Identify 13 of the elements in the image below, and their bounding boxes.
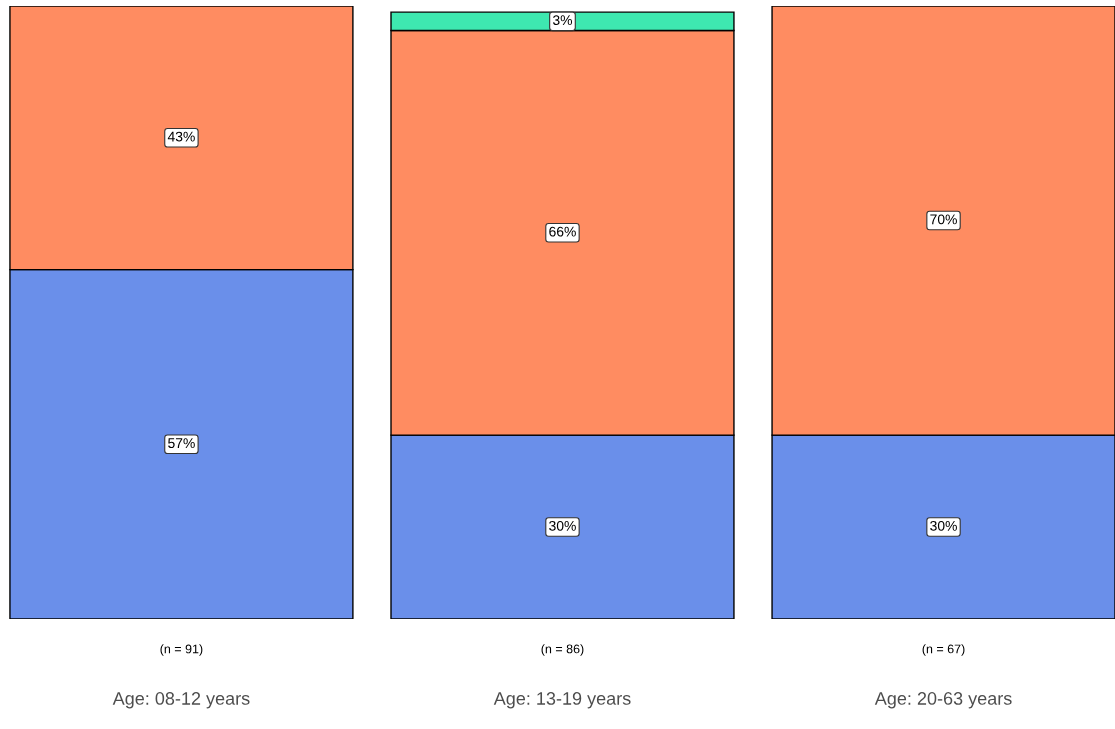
data-label: 70% — [930, 214, 957, 225]
text: (n = 91) — [160, 644, 203, 656]
data-label: 30% — [549, 520, 576, 531]
text: (n = 86) — [541, 644, 584, 656]
text: (n = 67) — [922, 644, 965, 656]
x-tick-label: Age: 13-19 years — [493, 692, 631, 709]
data-label: 30% — [930, 520, 957, 531]
x-tick-label: Age: 20-63 years — [874, 692, 1012, 709]
x-tick-label: Age: 08-12 years — [112, 692, 250, 709]
data-label: 3% — [552, 15, 573, 26]
data-label: 66% — [549, 226, 576, 237]
data-label: 43% — [167, 131, 195, 142]
data-label: 57% — [168, 438, 195, 449]
